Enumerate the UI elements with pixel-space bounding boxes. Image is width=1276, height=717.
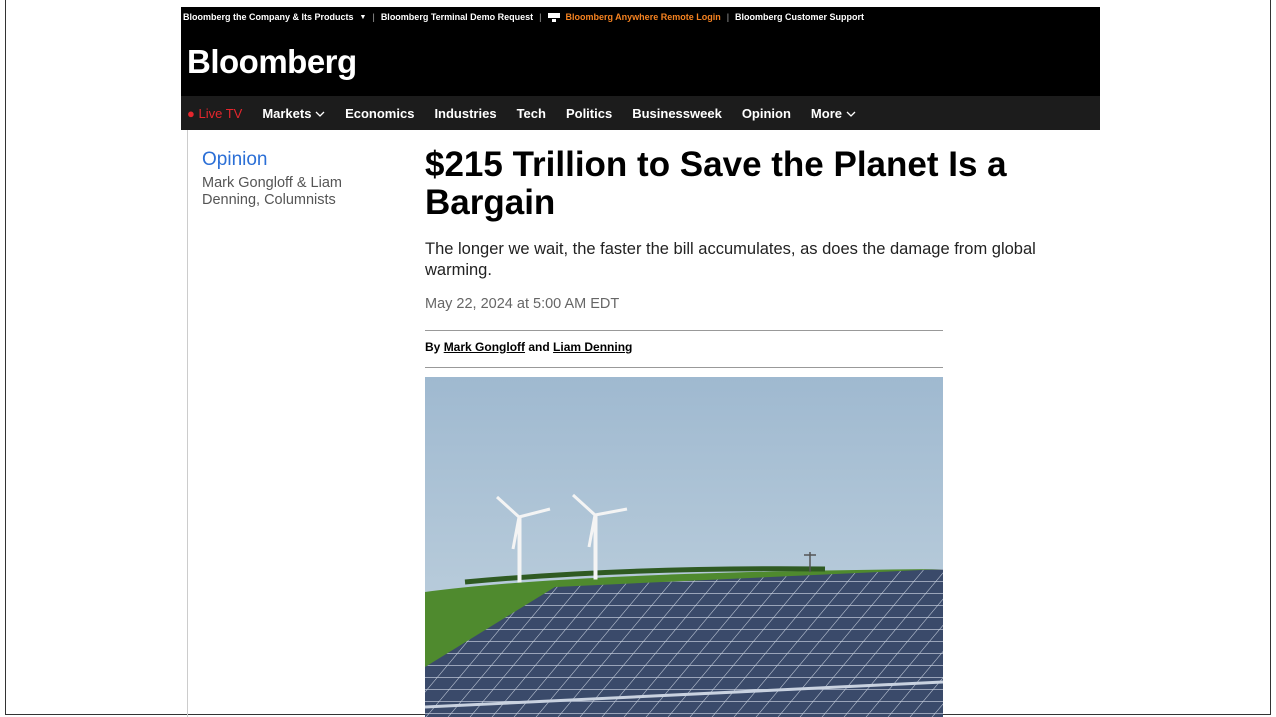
divider <box>425 330 943 331</box>
top-link[interactable]: Bloomberg Anywhere Remote Login <box>566 12 721 22</box>
author-link[interactable]: Liam Denning <box>553 340 632 354</box>
nav-item[interactable]: Tech <box>517 106 546 121</box>
subheadline: The longer we wait, the faster the bill … <box>425 239 1090 281</box>
nav-label: Live TV <box>198 106 242 121</box>
byline: By Mark Gongloff and Liam Denning <box>425 340 632 354</box>
nav-item[interactable]: Businessweek <box>632 106 722 121</box>
terminal-icon <box>548 13 560 22</box>
divider <box>425 367 943 368</box>
nav-label: More <box>811 106 842 121</box>
nav-item[interactable]: Industries <box>434 106 496 121</box>
chevron <box>846 111 856 118</box>
byline-prefix: By <box>425 340 440 354</box>
separator: | <box>727 12 729 22</box>
top-link[interactable]: Bloomberg the Company & Its Products <box>183 12 354 22</box>
nav-item[interactable]: Markets <box>262 106 325 121</box>
article-image <box>425 377 943 717</box>
publish-date: May 22, 2024 at 5:00 AM EDT <box>425 296 619 312</box>
chevron <box>315 111 325 118</box>
nav-item[interactable]: Politics <box>566 106 612 121</box>
headline: $215 Trillion to Save the Planet Is a Ba… <box>425 146 1075 222</box>
top-link[interactable]: Bloomberg Customer Support <box>735 12 864 22</box>
nav-item[interactable]: Opinion <box>742 106 791 121</box>
nav-item[interactable]: ● Live TV <box>187 106 242 121</box>
page: Bloomberg the Company & Its Products▼ | … <box>0 0 1276 717</box>
nav-bar: ● Live TV Markets Economics Industries T… <box>181 96 1100 130</box>
nav-item[interactable]: More <box>811 106 856 121</box>
top-link[interactable]: Bloomberg Terminal Demo Request <box>381 12 533 22</box>
nav-item[interactable]: Economics <box>345 106 414 121</box>
sidebar-divider <box>187 130 188 717</box>
dropdown-icon: ▼ <box>360 14 367 21</box>
sidebar-authors: Mark Gongloff & Liam Denning, Columnists <box>202 175 377 209</box>
author-link[interactable]: Mark Gongloff <box>444 340 525 354</box>
top-links: Bloomberg the Company & Its Products▼ | … <box>183 12 864 22</box>
separator: | <box>372 12 374 22</box>
logo[interactable]: Bloomberg <box>187 43 357 81</box>
section-label[interactable]: Opinion <box>202 149 268 171</box>
nav-label: Markets <box>262 106 311 121</box>
top-bar: Bloomberg the Company & Its Products▼ | … <box>181 7 1100 96</box>
separator: | <box>539 12 541 22</box>
byline-joiner: and <box>528 340 549 354</box>
